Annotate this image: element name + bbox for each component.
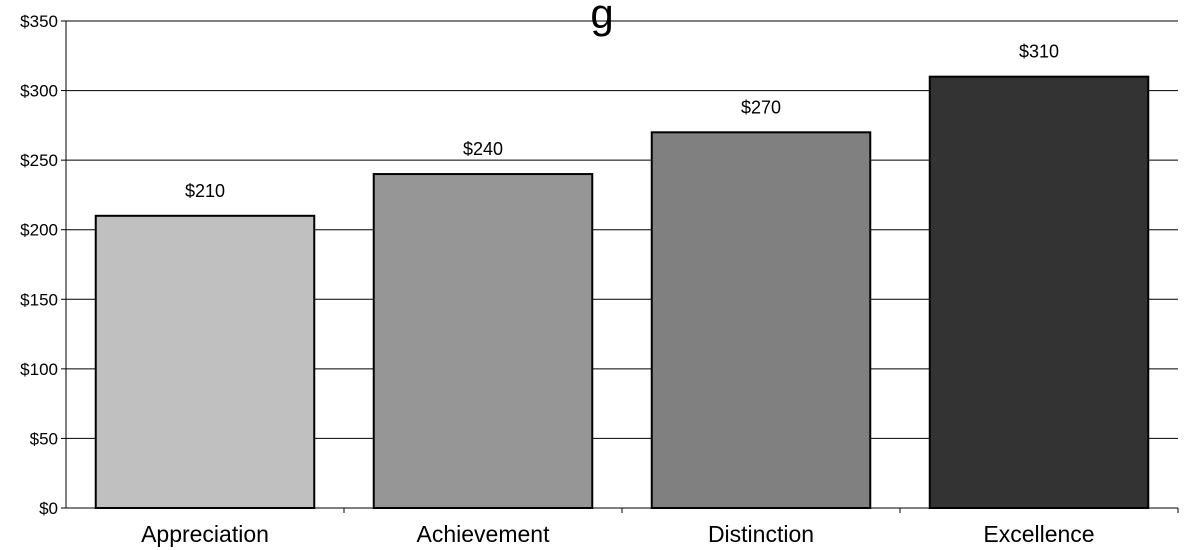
x-category-label: Distinction	[708, 521, 814, 547]
x-category-label: Excellence	[983, 521, 1094, 547]
y-tick-label: $250	[20, 151, 58, 170]
data-label: $310	[1019, 42, 1059, 62]
bar-achievement	[372, 173, 594, 510]
x-category-label: Achievement	[417, 521, 551, 547]
y-tick-label: $300	[20, 82, 58, 101]
y-tick-label: $100	[20, 360, 58, 379]
data-label: $270	[741, 97, 781, 117]
bar-distinction	[650, 131, 872, 509]
bar-excellence	[928, 75, 1150, 510]
y-tick-label: $350	[20, 12, 58, 31]
data-label: $240	[463, 139, 503, 159]
y-tick-label: $50	[30, 429, 58, 448]
chart-title: g	[590, 0, 613, 37]
y-tick-label: $150	[20, 290, 58, 309]
y-tick-label: $0	[39, 499, 58, 518]
data-label: $210	[185, 181, 225, 201]
x-category-label: Appreciation	[141, 521, 269, 547]
bar-appreciation	[94, 214, 316, 510]
y-tick-label: $200	[20, 221, 58, 240]
